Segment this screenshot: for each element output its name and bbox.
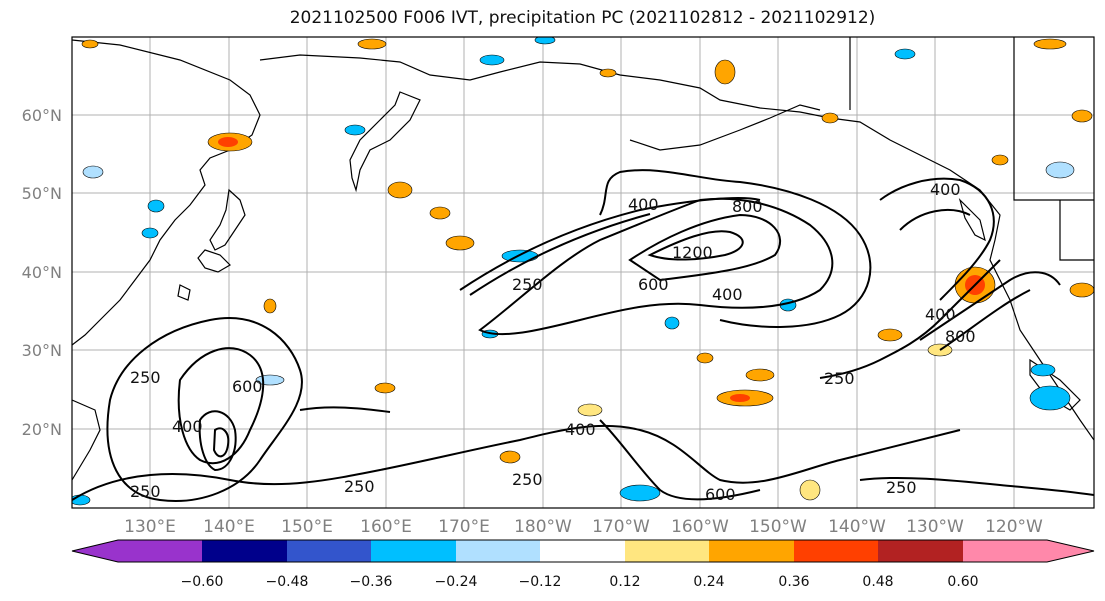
- colorbar-tick-label: 0.48: [862, 574, 893, 590]
- contour-label: 250: [824, 369, 855, 388]
- lon-label: 150°E: [281, 517, 333, 537]
- contour-label: 250: [344, 477, 375, 496]
- lon-label: 140°E: [203, 517, 255, 537]
- colorbar: −0.60 −0.48 −0.36 −0.24 −0.12 0.12 0.24 …: [71, 539, 1095, 590]
- colorbar-swatch: [963, 540, 1094, 562]
- colorbar-tick-label: 0.12: [609, 574, 640, 590]
- lon-label: 120°W: [985, 517, 1043, 537]
- contour-label: 400: [172, 417, 203, 436]
- colorbar-swatch: [709, 540, 794, 562]
- colorbar-tick-label: −0.12: [519, 574, 562, 590]
- colorbar-tick-label: 0.60: [947, 574, 978, 590]
- lat-label: 30°N: [22, 341, 62, 360]
- lon-label: 140°W: [828, 517, 886, 537]
- precip-shading: [72, 37, 1094, 506]
- colorbar-swatch: [371, 540, 456, 562]
- contour-label: 400: [628, 195, 659, 214]
- contour-label: 400: [712, 285, 743, 304]
- contour-label: 250: [512, 470, 543, 489]
- lat-label: 60°N: [22, 106, 62, 125]
- contour-label: 600: [705, 485, 736, 504]
- lat-label: 50°N: [22, 184, 62, 203]
- lat-label: 20°N: [22, 420, 62, 439]
- colorbar-swatch: [287, 540, 371, 562]
- colorbar-swatch: [540, 540, 625, 562]
- colorbar-outline: [71, 539, 1095, 563]
- colorbar-swatch: [456, 540, 540, 562]
- contour-label: 250: [512, 275, 543, 294]
- colorbar-tick-label: 0.24: [693, 574, 724, 590]
- lon-label: 180°W: [514, 517, 572, 537]
- latitude-labels: 60°N 50°N 40°N 30°N 20°N: [22, 106, 62, 439]
- contour-label: 1200: [672, 243, 713, 262]
- colorbar-swatch: [794, 540, 878, 562]
- map-title: 2021102500 F006 IVT, precipitation PC (2…: [289, 8, 876, 28]
- lon-label: 130°E: [124, 517, 176, 537]
- contour-label: 400: [565, 420, 596, 439]
- lon-label: 170°W: [592, 517, 650, 537]
- colorbar-tick-label: −0.24: [435, 574, 478, 590]
- lon-label: 150°W: [749, 517, 807, 537]
- colorbar-swatch: [72, 540, 202, 562]
- ivt-contours: [72, 169, 1094, 502]
- contour-label: 600: [638, 275, 669, 294]
- map-border: [71, 36, 1095, 509]
- contour-label: 250: [130, 368, 161, 387]
- contour-label: 400: [930, 180, 961, 199]
- colorbar-swatch: [625, 540, 709, 562]
- lon-label: 160°W: [671, 517, 729, 537]
- colorbar-swatch: [878, 540, 963, 562]
- lon-label: 170°E: [438, 517, 490, 537]
- contour-label: 400: [925, 305, 956, 324]
- lat-label: 40°N: [22, 263, 62, 282]
- lon-label: 130°W: [906, 517, 964, 537]
- longitude-labels: 130°E 140°E 150°E 160°E 170°E 180°W 170°…: [124, 517, 1043, 537]
- contour-labels: 400 800 1200 600 400 250 250 600 400 250…: [130, 180, 976, 504]
- colorbar-tick-label: −0.60: [181, 574, 224, 590]
- contour-label: 250: [886, 478, 917, 497]
- lon-label: 160°E: [360, 517, 412, 537]
- colorbar-swatch: [202, 540, 287, 562]
- colorbar-tick-label: 0.36: [778, 574, 809, 590]
- contour-label: 250: [130, 482, 161, 501]
- colorbar-tick-label: −0.48: [266, 574, 309, 590]
- contour-label: 600: [232, 377, 263, 396]
- graticule: [72, 37, 1094, 508]
- contour-label: 800: [945, 327, 976, 346]
- colorbar-tick-label: −0.36: [350, 574, 393, 590]
- contour-label: 800: [732, 197, 763, 216]
